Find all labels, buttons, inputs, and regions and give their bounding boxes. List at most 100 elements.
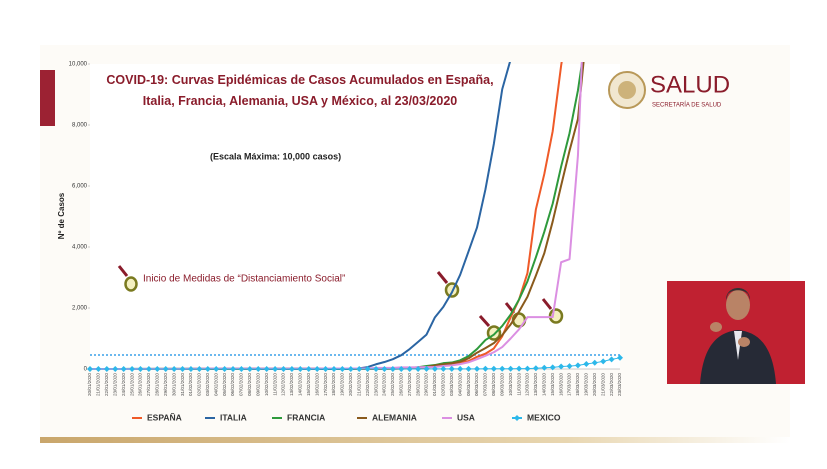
- series-marker: [305, 366, 312, 372]
- x-tick-label: 04/02/2020: [213, 373, 218, 396]
- series-marker: [541, 364, 548, 371]
- x-tick-label: 15/03/2020: [550, 373, 555, 396]
- accent-block: [40, 70, 55, 126]
- series-marker: [507, 365, 514, 372]
- x-tick-label: 18/03/2020: [575, 373, 580, 396]
- series-marker: [440, 365, 447, 372]
- plot-layer: [87, 62, 623, 372]
- y-tick-label: 6,000: [72, 184, 88, 190]
- series-marker: [516, 365, 523, 372]
- series-marker: [297, 366, 304, 372]
- x-tick-label: 31/01/2020: [180, 373, 185, 396]
- x-tick-label: 11/02/2020: [272, 373, 277, 396]
- logo: SALUD SECRETARÍA DE SALUD: [608, 71, 730, 109]
- x-tick-label: 26/01/2020: [138, 373, 143, 396]
- x-tick-label: 07/03/2020: [483, 373, 488, 396]
- y-tick-label: 2,000: [72, 306, 88, 312]
- series-marker: [549, 364, 556, 371]
- y-tick-label: 4,000: [72, 245, 88, 251]
- x-tick-label: 17/03/2020: [567, 373, 572, 396]
- series-marker: [238, 366, 245, 372]
- logo-emblem-core: [618, 81, 636, 99]
- interpreter-shirt: [734, 331, 742, 360]
- series-marker: [532, 365, 539, 372]
- series-marker: [179, 366, 186, 372]
- x-tick-label: 06/03/2020: [474, 373, 479, 396]
- legend-label: FRANCIA: [287, 412, 325, 422]
- series-marker: [473, 365, 480, 372]
- x-tick-label: 06/02/2020: [230, 373, 235, 396]
- x-tick-label: 25/02/2020: [390, 373, 395, 396]
- series-marker: [431, 365, 438, 372]
- x-tick-label: 01/03/2020: [432, 373, 437, 396]
- arrow: [541, 298, 553, 310]
- series-marker: [221, 366, 228, 372]
- series-marker: [204, 366, 211, 372]
- x-tick-label: 25/01/2020: [129, 373, 134, 396]
- x-tick-label: 15/02/2020: [306, 373, 311, 396]
- arrow: [117, 265, 129, 277]
- x-tick-label: 24/02/2020: [382, 373, 387, 396]
- interpreter-hand: [738, 337, 750, 347]
- series-marker: [482, 365, 489, 372]
- x-tick-label: 11/03/2020: [516, 373, 521, 396]
- series-marker: [213, 366, 220, 372]
- series-marker: [524, 365, 531, 372]
- series-marker: [406, 366, 413, 372]
- x-tick-label: 19/02/2020: [340, 373, 345, 396]
- series-marker: [558, 363, 565, 370]
- x-tick-label: 13/03/2020: [533, 373, 538, 396]
- series-marker: [145, 366, 152, 372]
- legend-marker: [514, 415, 520, 421]
- series-line: [90, 357, 621, 370]
- series-marker: [187, 366, 194, 372]
- interpreter-hair: [726, 288, 750, 300]
- x-tick-label: 23/01/2020: [112, 373, 117, 396]
- x-tick-label: 16/03/2020: [558, 373, 563, 396]
- series-marker: [574, 362, 581, 369]
- x-tick-label: 20/03/2020: [592, 373, 597, 396]
- x-tick-label: 14/03/2020: [542, 373, 547, 396]
- x-tick-label: 21/03/2020: [600, 373, 605, 396]
- x-tick-label: 27/02/2020: [407, 373, 412, 396]
- video-inset: [667, 281, 805, 384]
- x-tick-label: 18/02/2020: [331, 373, 336, 396]
- series-marker: [608, 356, 615, 363]
- y-axis-label: Nº de Casos: [57, 192, 66, 239]
- series-marker: [566, 363, 573, 370]
- x-tick-label: 09/03/2020: [499, 373, 504, 396]
- x-tick-label: 29/02/2020: [424, 373, 429, 396]
- y-tick-label: 10,000: [69, 62, 88, 68]
- series-marker: [246, 366, 253, 372]
- series-marker: [120, 366, 127, 372]
- x-tick-label: 22/03/2020: [609, 373, 614, 396]
- x-tick-label: 27/01/2020: [146, 373, 151, 396]
- arrow: [478, 314, 491, 328]
- interpreter-hand: [710, 322, 722, 332]
- series-marker: [95, 366, 102, 372]
- x-tick-label: 20/01/2020: [87, 373, 92, 396]
- series-marker: [499, 365, 506, 372]
- series-marker: [389, 366, 396, 372]
- interpreter-head: [726, 290, 750, 320]
- series-marker: [381, 366, 388, 372]
- x-tick-label: 12/03/2020: [525, 373, 530, 396]
- chart-title: COVID-19: Curvas Epidémicas de Casos Acu…: [106, 73, 494, 108]
- x-tick-label: 22/01/2020: [104, 373, 109, 396]
- x-tick-label: 24/01/2020: [121, 373, 126, 396]
- series-marker: [255, 366, 262, 372]
- x-tick-label: 22/02/2020: [365, 373, 370, 396]
- series-marker: [465, 365, 472, 372]
- x-tick-label: 12/02/2020: [281, 373, 286, 396]
- series-marker: [171, 366, 178, 372]
- series-marker: [112, 366, 119, 372]
- series-marker: [398, 366, 405, 372]
- x-tick-label: 08/02/2020: [247, 373, 252, 396]
- x-tick-label: 05/03/2020: [466, 373, 471, 396]
- series-marker: [373, 366, 380, 372]
- x-tick-label: 02/03/2020: [441, 373, 446, 396]
- series-marker: [457, 365, 464, 372]
- series-marker: [230, 366, 237, 372]
- x-tick-label: 13/02/2020: [289, 373, 294, 396]
